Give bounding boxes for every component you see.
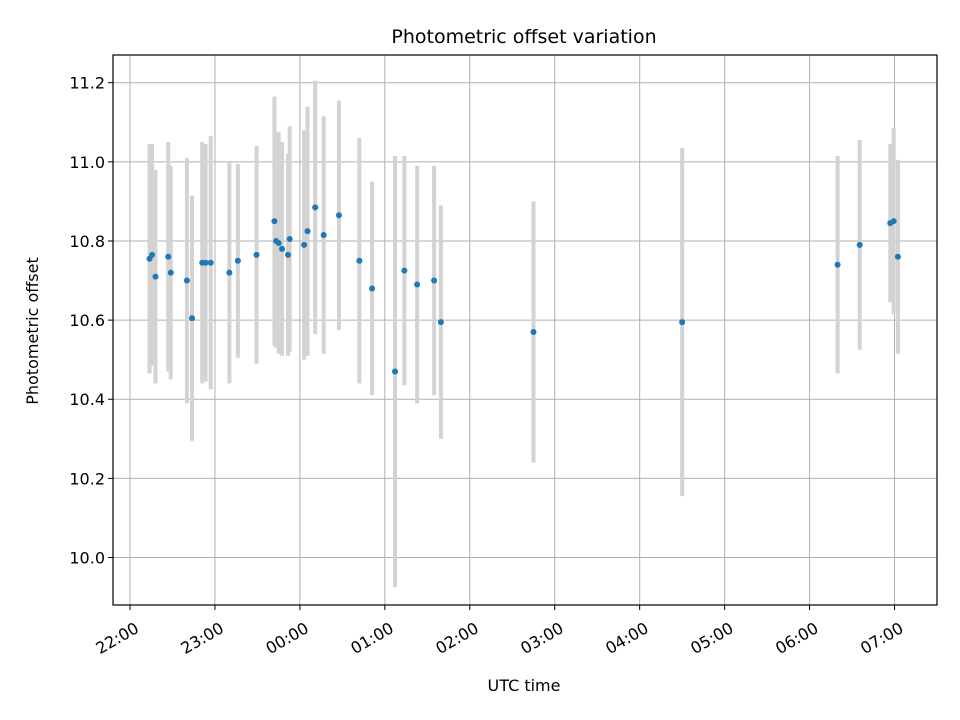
data-point	[431, 277, 438, 284]
data-point	[149, 251, 156, 258]
data-point	[890, 218, 897, 225]
y-tick-label: 11.2	[69, 74, 105, 93]
data-point	[271, 218, 278, 225]
data-point	[392, 368, 399, 375]
y-axis-ticks: 10.0 10.2 10.4 10.6 10.8 11.0 11.2	[69, 74, 113, 568]
data-point	[894, 253, 901, 260]
y-tick-label: 10.0	[69, 549, 105, 568]
x-axis-label: UTC time	[488, 676, 561, 695]
data-point	[165, 253, 172, 260]
data-points	[146, 204, 901, 375]
data-point	[189, 315, 196, 322]
chart-title: Photometric offset variation	[391, 26, 656, 48]
data-point	[437, 319, 444, 326]
y-tick-label: 10.6	[69, 311, 105, 330]
data-point	[152, 273, 159, 280]
data-point	[253, 251, 260, 258]
data-point	[356, 257, 363, 264]
grid	[113, 55, 937, 605]
data-point	[279, 245, 286, 252]
data-point	[320, 232, 327, 239]
y-tick-label: 10.8	[69, 232, 105, 251]
y-tick-label: 11.0	[69, 153, 105, 172]
data-point	[369, 285, 376, 292]
plot-frame	[112, 54, 938, 606]
y-tick-label: 10.4	[69, 390, 105, 409]
data-point	[275, 239, 282, 246]
data-point	[335, 212, 342, 219]
data-point	[414, 281, 421, 288]
data-point	[312, 204, 319, 211]
data-point	[284, 251, 291, 258]
data-point	[207, 259, 214, 266]
y-axis-label: Photometric offset	[23, 257, 42, 405]
data-point	[167, 269, 174, 276]
data-point	[301, 241, 308, 248]
data-point	[202, 259, 209, 266]
data-point	[183, 277, 190, 284]
data-point	[856, 241, 863, 248]
data-point	[530, 328, 537, 335]
data-point	[234, 257, 241, 264]
data-point	[679, 319, 686, 326]
y-tick-label: 10.2	[69, 469, 105, 488]
data-point	[834, 261, 841, 268]
data-point	[401, 267, 408, 274]
data-point	[286, 235, 293, 242]
data-point	[304, 228, 311, 235]
data-point	[226, 269, 233, 276]
